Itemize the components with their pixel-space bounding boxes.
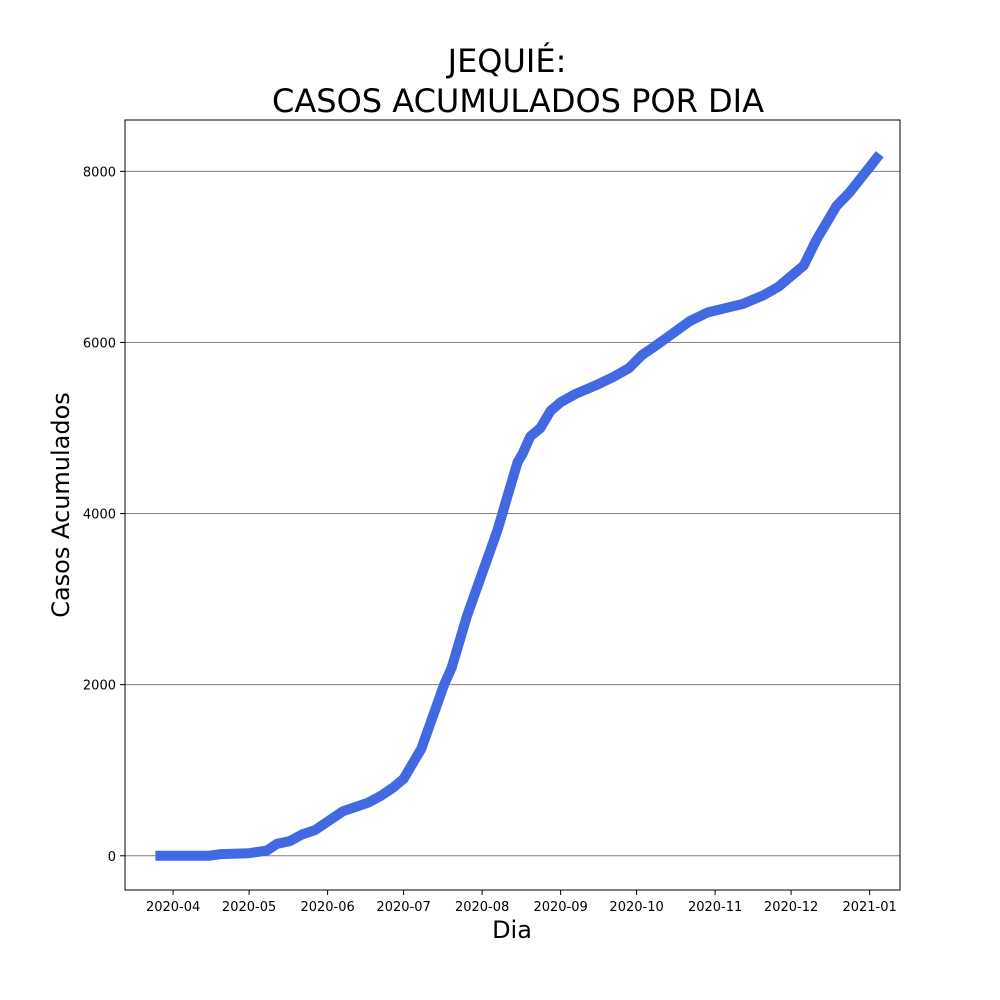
y-tick-label: 2000	[83, 679, 116, 694]
y-gridlines	[125, 170, 900, 857]
x-tick-label: 2020-07	[376, 900, 430, 915]
x-tick-label: 2020-10	[609, 900, 663, 915]
series-layer	[155, 151, 884, 861]
x-tick-label: 2020-06	[300, 900, 354, 915]
x-tick-label: 2020-08	[455, 900, 509, 915]
x-axis-label: Dia	[492, 916, 532, 944]
x-tick-label: 2020-09	[533, 900, 587, 915]
x-tick-label: 2020-04	[146, 900, 200, 915]
x-axis-ticks: 2020-04 2020-05 2020-06 2020-07 2020-08 2020-…	[146, 890, 897, 915]
plot-frame	[124, 119, 901, 891]
x-tick-label: 2020-05	[222, 900, 276, 915]
chart-title-line1: JEQUIÉ:	[446, 42, 567, 80]
x-tick-label: 2020-12	[764, 900, 818, 915]
y-tick-label: 6000	[83, 336, 116, 351]
x-tick-label: 2020-11	[688, 900, 742, 915]
x-tick-label: 2021-01	[842, 900, 896, 915]
y-tick-label: 0	[108, 850, 116, 865]
series-line	[155, 151, 884, 861]
y-tick-label: 8000	[83, 165, 116, 180]
chart-title-line2: CASOS ACUMULADOS POR DIA	[272, 82, 764, 120]
y-axis-label: Casos Acumulados	[47, 392, 75, 618]
y-tick-label: 4000	[83, 508, 116, 523]
y-axis-ticks: 0 2000 4000 6000 8000	[83, 165, 125, 865]
